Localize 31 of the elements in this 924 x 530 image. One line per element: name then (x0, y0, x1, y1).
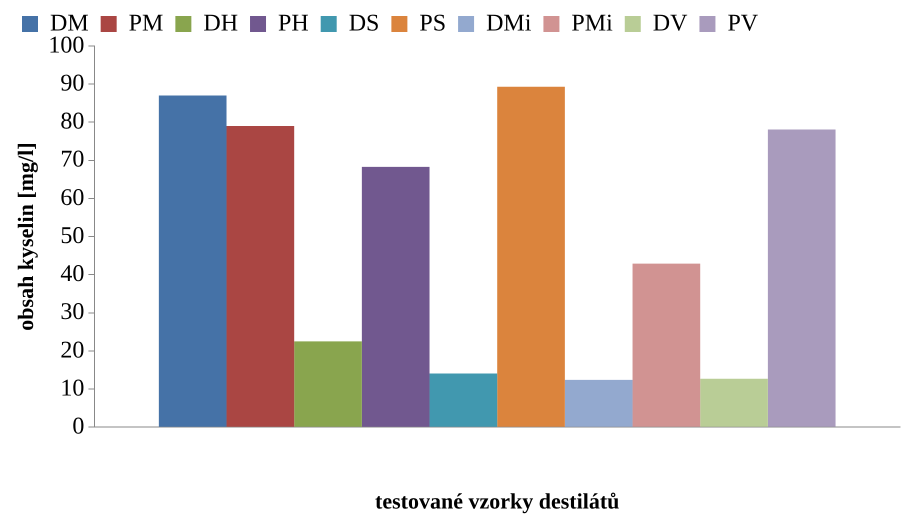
bar (497, 86, 565, 427)
legend-label: DS (348, 10, 380, 36)
bar (632, 264, 700, 427)
y-tick-label: 50 (60, 222, 84, 249)
bar (564, 380, 633, 427)
legend-label: PM (128, 10, 164, 36)
legend-label: PH (278, 10, 309, 36)
legend-label: PS (419, 10, 446, 36)
y-tick-label: 20 (60, 337, 84, 364)
legend-label: DMi (486, 10, 532, 36)
bar (158, 96, 227, 427)
x-axis-title: testované vzorky destilátů (374, 488, 620, 514)
legend-label: PMi (571, 10, 614, 36)
y-tick-label: 80 (60, 108, 84, 135)
bar (294, 341, 362, 427)
y-tick-label: 0 (72, 413, 84, 440)
legend-label: DV (652, 10, 688, 36)
bar (226, 126, 294, 427)
y-tick-label: 10 (60, 375, 84, 402)
bar (768, 129, 836, 427)
y-axis-title: obsah kyselin [mg/l] (12, 142, 38, 331)
legend-label: DH (203, 10, 238, 36)
y-tick-label: 40 (60, 261, 84, 288)
y-tick-label: 60 (60, 184, 84, 211)
y-tick-label: 70 (60, 146, 84, 173)
y-tick-label: 30 (60, 299, 84, 326)
y-tick-label: 90 (60, 70, 84, 96)
bar (362, 166, 430, 427)
legend-label: PV (727, 10, 759, 36)
bar (430, 373, 498, 427)
bar (700, 378, 768, 427)
